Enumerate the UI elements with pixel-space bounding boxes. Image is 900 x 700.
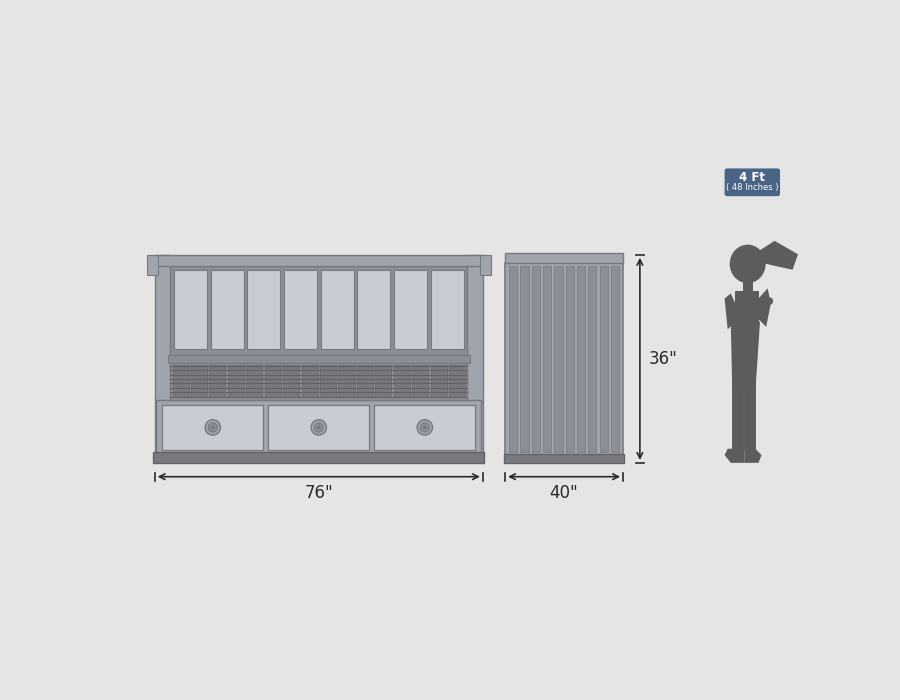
Text: 40": 40" [550, 484, 579, 503]
Polygon shape [731, 322, 760, 391]
Bar [611, 266, 619, 452]
Bar [247, 365, 262, 398]
Bar [265, 365, 281, 398]
Circle shape [205, 420, 220, 435]
Bar [505, 253, 623, 262]
Bar [430, 365, 446, 398]
Circle shape [317, 426, 320, 429]
Circle shape [420, 423, 429, 432]
Bar [210, 365, 226, 398]
Polygon shape [759, 288, 770, 327]
Polygon shape [757, 241, 798, 270]
Bar [599, 266, 608, 452]
Polygon shape [724, 449, 744, 463]
Circle shape [311, 420, 327, 435]
Bar [302, 365, 318, 398]
Bar [173, 365, 189, 398]
Text: 76": 76" [304, 484, 333, 503]
Bar [357, 270, 391, 349]
Bar [509, 266, 518, 452]
Bar [543, 266, 551, 452]
Bar [577, 266, 585, 452]
Bar [155, 255, 482, 266]
Bar [338, 365, 355, 398]
Bar [170, 266, 467, 355]
Bar [320, 365, 336, 398]
Circle shape [314, 423, 323, 432]
Bar [431, 270, 464, 349]
Circle shape [417, 420, 433, 435]
Bar [480, 255, 491, 275]
Bar [155, 255, 170, 455]
Bar [554, 266, 562, 452]
Polygon shape [744, 449, 761, 463]
Bar [356, 365, 373, 398]
Bar [320, 270, 354, 349]
Bar [505, 262, 623, 455]
Bar [393, 365, 410, 398]
Polygon shape [724, 293, 735, 330]
Bar [374, 405, 475, 450]
Bar [191, 365, 207, 398]
Bar [228, 365, 244, 398]
Bar [565, 266, 574, 452]
FancyBboxPatch shape [724, 169, 780, 196]
Bar [733, 378, 743, 450]
Bar [153, 452, 484, 463]
Circle shape [211, 426, 215, 429]
Bar [520, 266, 528, 452]
Bar [284, 365, 299, 398]
Bar [735, 291, 759, 335]
Bar [394, 270, 427, 349]
Bar [170, 363, 467, 400]
Bar [174, 270, 207, 349]
Bar [375, 365, 392, 398]
Bar [467, 255, 482, 455]
Bar [743, 378, 754, 450]
Bar [589, 266, 597, 452]
Circle shape [423, 426, 427, 429]
Ellipse shape [730, 245, 766, 284]
Circle shape [208, 423, 218, 432]
Bar [168, 355, 470, 363]
Bar [532, 266, 540, 452]
Bar [449, 365, 465, 398]
Text: 4 Ft: 4 Ft [739, 172, 765, 184]
Bar [504, 454, 625, 463]
Bar [284, 270, 317, 349]
Bar [248, 270, 280, 349]
Bar [743, 281, 752, 291]
Bar [147, 255, 158, 275]
Ellipse shape [765, 298, 773, 305]
Bar [211, 270, 244, 349]
Text: ( 48 Inches ): ( 48 Inches ) [726, 183, 778, 192]
Text: 36": 36" [649, 350, 678, 368]
Bar [268, 405, 369, 450]
Bar [412, 365, 428, 398]
Bar [163, 405, 263, 450]
Bar [157, 400, 482, 455]
